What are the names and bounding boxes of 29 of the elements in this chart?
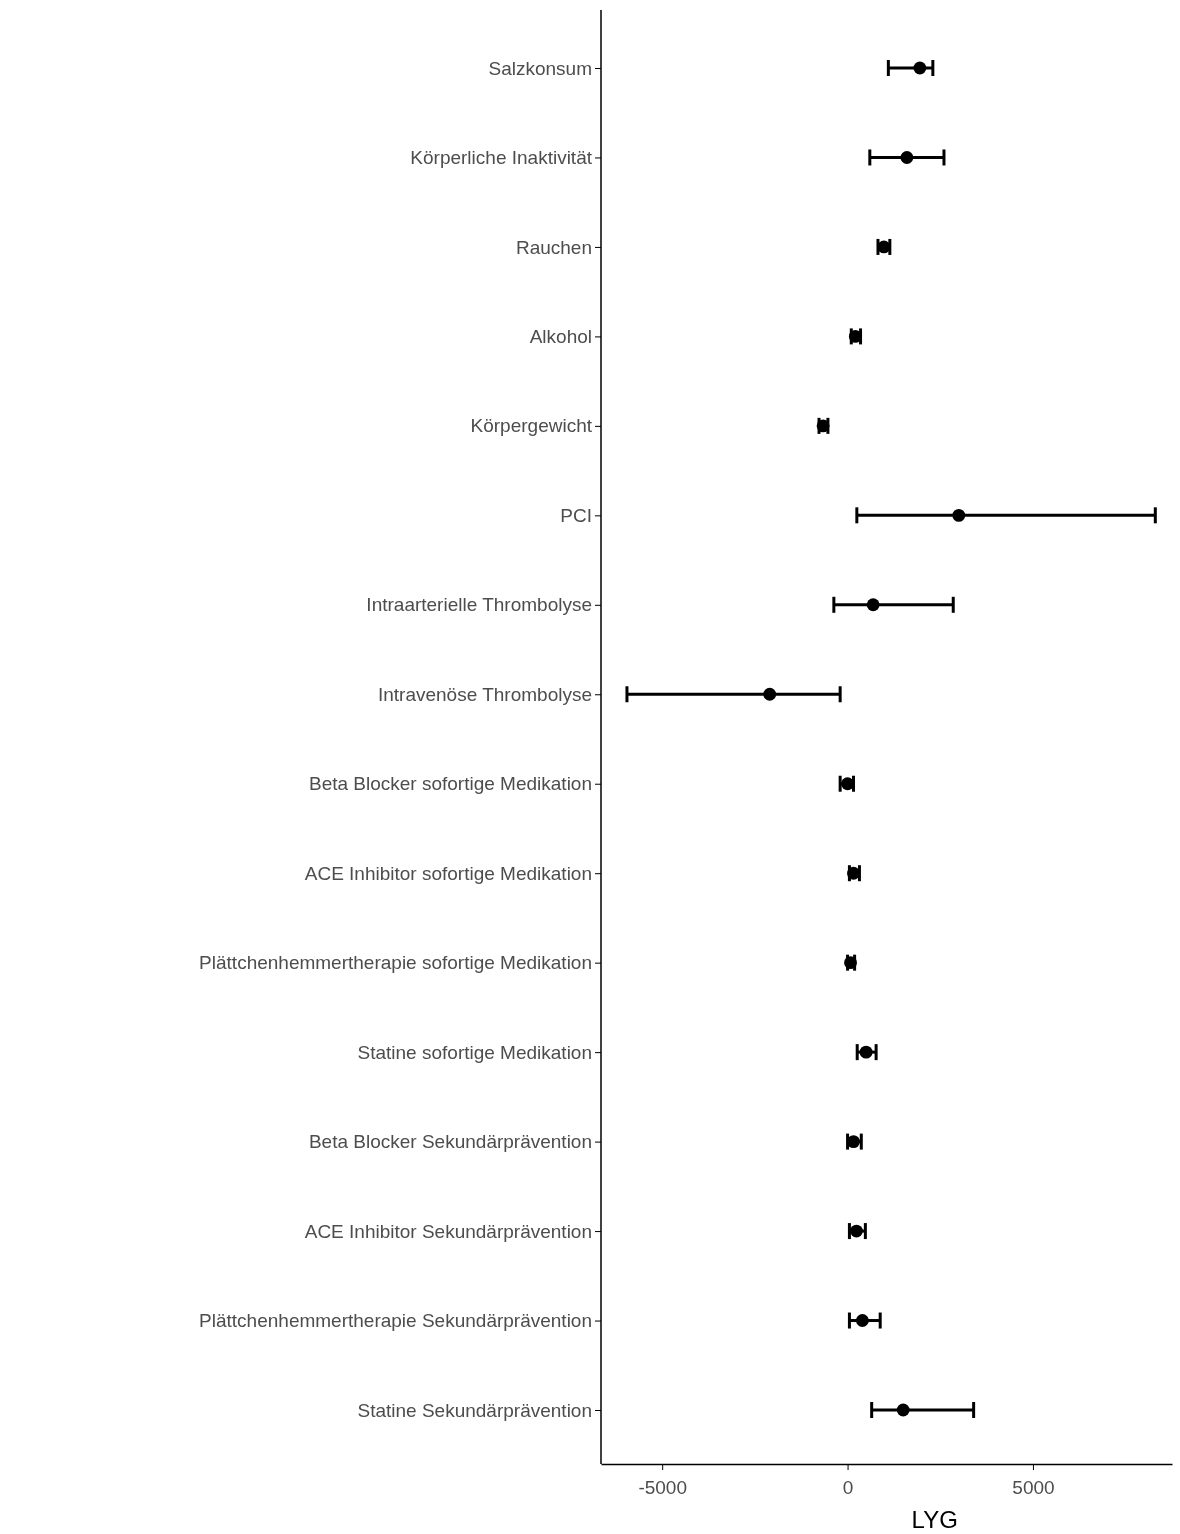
- point: [763, 687, 777, 701]
- x-tick-label: -5000: [638, 1476, 687, 1498]
- y-tick-label: Körperliche Inaktivität: [410, 147, 593, 169]
- x-tick-label: 5000: [1012, 1476, 1055, 1498]
- y-tick-label: Plättchenhemmertherapie Sekundärprävention: [199, 1310, 592, 1332]
- y-tick-label: Intraarterielle Thrombolyse: [366, 594, 592, 616]
- y-tick-label: Salzkonsum: [488, 57, 592, 79]
- point: [896, 1403, 910, 1417]
- point: [859, 1045, 873, 1059]
- point: [850, 1224, 863, 1238]
- y-tick-label: ACE Inhibitor Sekundärprävention: [304, 1220, 592, 1242]
- point: [913, 61, 927, 75]
- point: [866, 598, 880, 612]
- y-tick-label: Statine sofortige Medikation: [357, 1041, 592, 1063]
- y-tick-label: Plättchenhemmertherapie sofortige Medikation: [199, 952, 592, 974]
- y-tick-label: Beta Blocker Sekundärprävention: [308, 1131, 592, 1153]
- y-tick-label: PCI: [560, 504, 592, 526]
- y-tick-label: Körpergewicht: [470, 415, 593, 437]
- y-tick-label: Alkohol: [529, 325, 592, 347]
- x-axis-title: LYG: [911, 1506, 958, 1533]
- point: [952, 508, 966, 522]
- y-tick-label: Rauchen: [515, 236, 592, 258]
- point: [900, 151, 914, 164]
- y-tick-label: Beta Blocker sofortige Medikation: [308, 773, 592, 795]
- y-tick-label: Intravenöse Thrombolyse: [377, 683, 592, 705]
- x-tick-label: 0: [842, 1476, 854, 1498]
- y-tick-label: Statine Sekundärprävention: [357, 1399, 592, 1421]
- point: [855, 1314, 869, 1327]
- y-tick-label: ACE Inhibitor sofortige Medikation: [304, 862, 592, 884]
